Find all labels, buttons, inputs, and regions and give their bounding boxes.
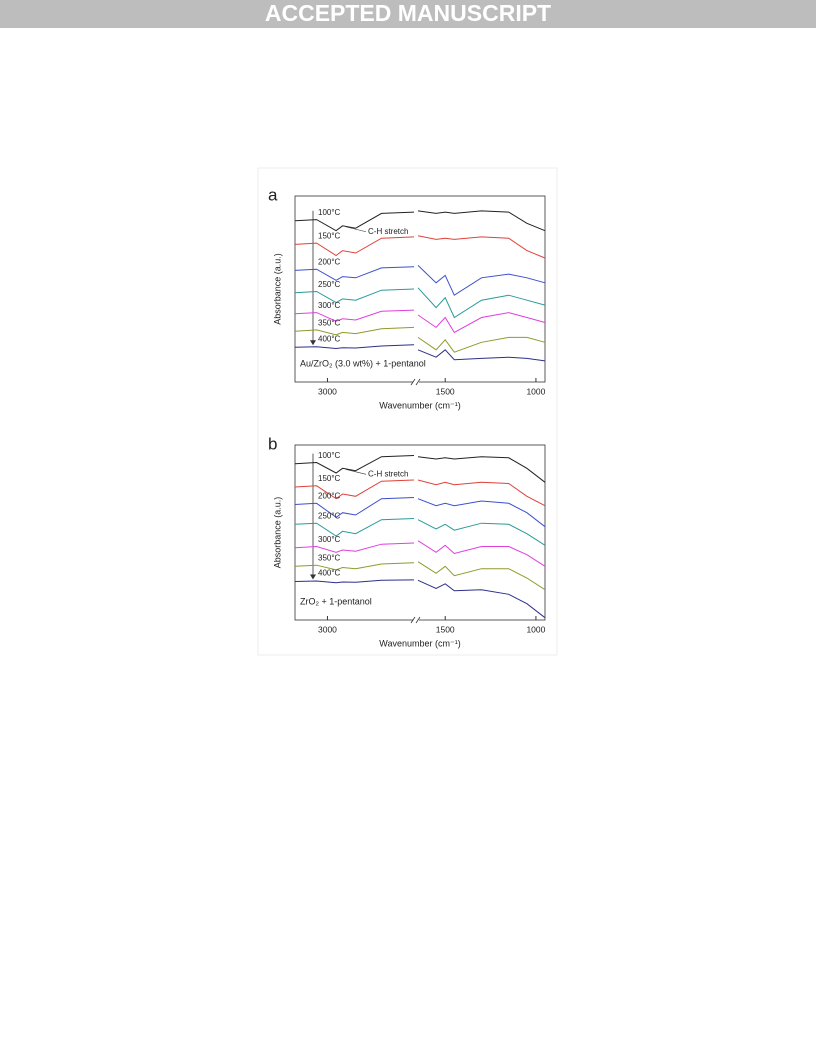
series-label: 300°C	[318, 535, 341, 544]
x-axis-label: Wavenumber (cm⁻¹)	[379, 400, 460, 410]
series-label: 100°C	[318, 208, 341, 217]
sample-label: ZrO₂ + 1-pentanol	[300, 596, 372, 606]
spectrum-line	[294, 562, 415, 571]
spectrum-line	[417, 349, 546, 362]
spectrum-line	[294, 579, 415, 584]
panel-label: b	[268, 434, 277, 453]
spectrum-line	[294, 344, 415, 350]
spectrum-line	[294, 236, 415, 257]
spectrum-line	[417, 579, 546, 619]
spectrum-line	[417, 235, 546, 259]
plot-box	[294, 195, 546, 383]
series-label: 200°C	[318, 258, 341, 267]
series-label: 250°C	[318, 511, 341, 520]
sample-label: Au/ZrO₂ (3.0 wt%) + 1-pentanol	[300, 358, 426, 368]
spectrum-line	[417, 336, 546, 353]
spectrum-line	[417, 540, 546, 567]
spectrum-line	[417, 456, 546, 483]
y-axis-label: Absorbance (a.u.)	[272, 253, 282, 325]
spectrum-line	[294, 309, 415, 322]
header-bar	[0, 0, 816, 28]
spectrum-line	[294, 479, 415, 500]
series-label: 250°C	[318, 280, 341, 289]
spectrum-line	[417, 265, 546, 296]
axis-break-mark	[415, 616, 421, 624]
trend-arrowhead	[310, 574, 316, 580]
spectrum-line	[417, 479, 546, 507]
spectrum-line	[294, 542, 415, 553]
x-tick-label: 1500	[436, 386, 455, 396]
annotation: C-H stretch	[368, 469, 408, 478]
series-label: 150°C	[318, 231, 341, 240]
spectrum-line	[417, 210, 546, 232]
spectrum-line	[417, 498, 546, 528]
series-label: 150°C	[318, 474, 341, 483]
x-tick-label: 1000	[526, 386, 545, 396]
axis-break-mark	[410, 616, 416, 624]
figure-frame	[257, 167, 558, 656]
x-tick-label: 3000	[318, 624, 337, 634]
spectrum-line	[417, 561, 546, 591]
y-axis-label: Absorbance (a.u.)	[272, 497, 282, 569]
spectrum-line	[294, 326, 415, 336]
series-label: 100°C	[318, 451, 341, 460]
spectrum-line	[417, 312, 546, 334]
plot-box	[294, 444, 546, 621]
series-label: 350°C	[318, 318, 341, 327]
spectrum-line	[294, 518, 415, 537]
annotation-arrow	[345, 226, 367, 233]
axis-break-gap	[413, 618, 419, 622]
axis-break-gap	[413, 380, 419, 384]
spectrum-line	[294, 211, 415, 232]
annotation-arrow	[345, 469, 367, 475]
x-tick-label: 1000	[526, 624, 545, 634]
spectrum-line	[294, 455, 415, 474]
x-axis-label: Wavenumber (cm⁻¹)	[379, 638, 460, 648]
x-tick-label: 3000	[318, 386, 337, 396]
panel-label: a	[268, 185, 278, 204]
spectrum-line	[294, 288, 415, 304]
trend-arrowhead	[310, 340, 316, 346]
spectrum-line	[294, 497, 415, 518]
spectrum-line	[294, 266, 415, 281]
header-title: ACCEPTED MANUSCRIPT	[265, 0, 551, 26]
series-label: 350°C	[318, 553, 341, 562]
x-tick-label: 1500	[436, 624, 455, 634]
series-label: 200°C	[318, 492, 341, 501]
axis-break-mark	[415, 378, 421, 386]
annotation: C-H stretch	[368, 227, 408, 236]
axis-break-mark	[410, 378, 416, 386]
spectrum-line	[417, 519, 546, 546]
series-label: 300°C	[318, 301, 341, 310]
series-label: 400°C	[318, 334, 341, 343]
series-label: 400°C	[318, 569, 341, 578]
spectrum-line	[417, 287, 546, 319]
